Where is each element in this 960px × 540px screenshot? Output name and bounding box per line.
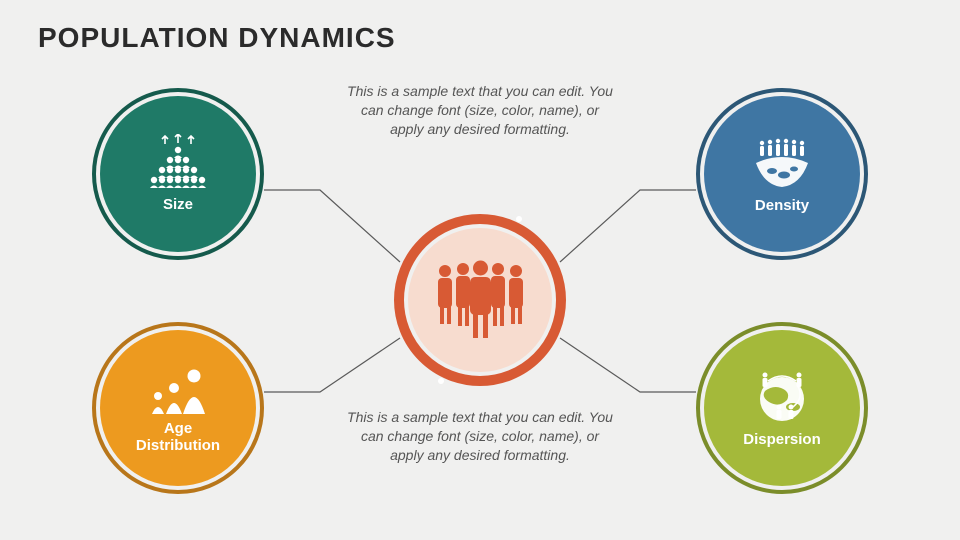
- connector-path: [560, 338, 696, 392]
- description-bottom: This is a sample text that you can edit.…: [345, 408, 615, 465]
- node-size: Size: [100, 96, 256, 252]
- age-distribution-icon: [146, 362, 210, 414]
- ring-dot: [438, 378, 444, 384]
- ring-dot: [516, 216, 522, 222]
- node-label: Size: [163, 196, 193, 213]
- node-age: Age Distribution: [100, 330, 256, 486]
- connector-path: [560, 190, 696, 262]
- node-density: Density: [704, 96, 860, 252]
- density-icon: [750, 133, 814, 189]
- size-icon: [143, 134, 213, 188]
- infographic-stage: POPULATION DYNAMICS This is a sample tex…: [0, 0, 960, 540]
- node-label: Age Distribution: [136, 420, 220, 455]
- description-top: This is a sample text that you can edit.…: [345, 82, 615, 139]
- connector-path: [264, 338, 400, 392]
- connector-path: [264, 190, 400, 262]
- center-circle: [408, 228, 552, 372]
- node-label: Density: [755, 197, 809, 214]
- node-dispersion: Dispersion: [704, 330, 860, 486]
- page-title: POPULATION DYNAMICS: [38, 22, 396, 54]
- people-group-icon: [428, 258, 533, 343]
- node-label: Dispersion: [743, 431, 821, 448]
- dispersion-icon: [751, 367, 813, 423]
